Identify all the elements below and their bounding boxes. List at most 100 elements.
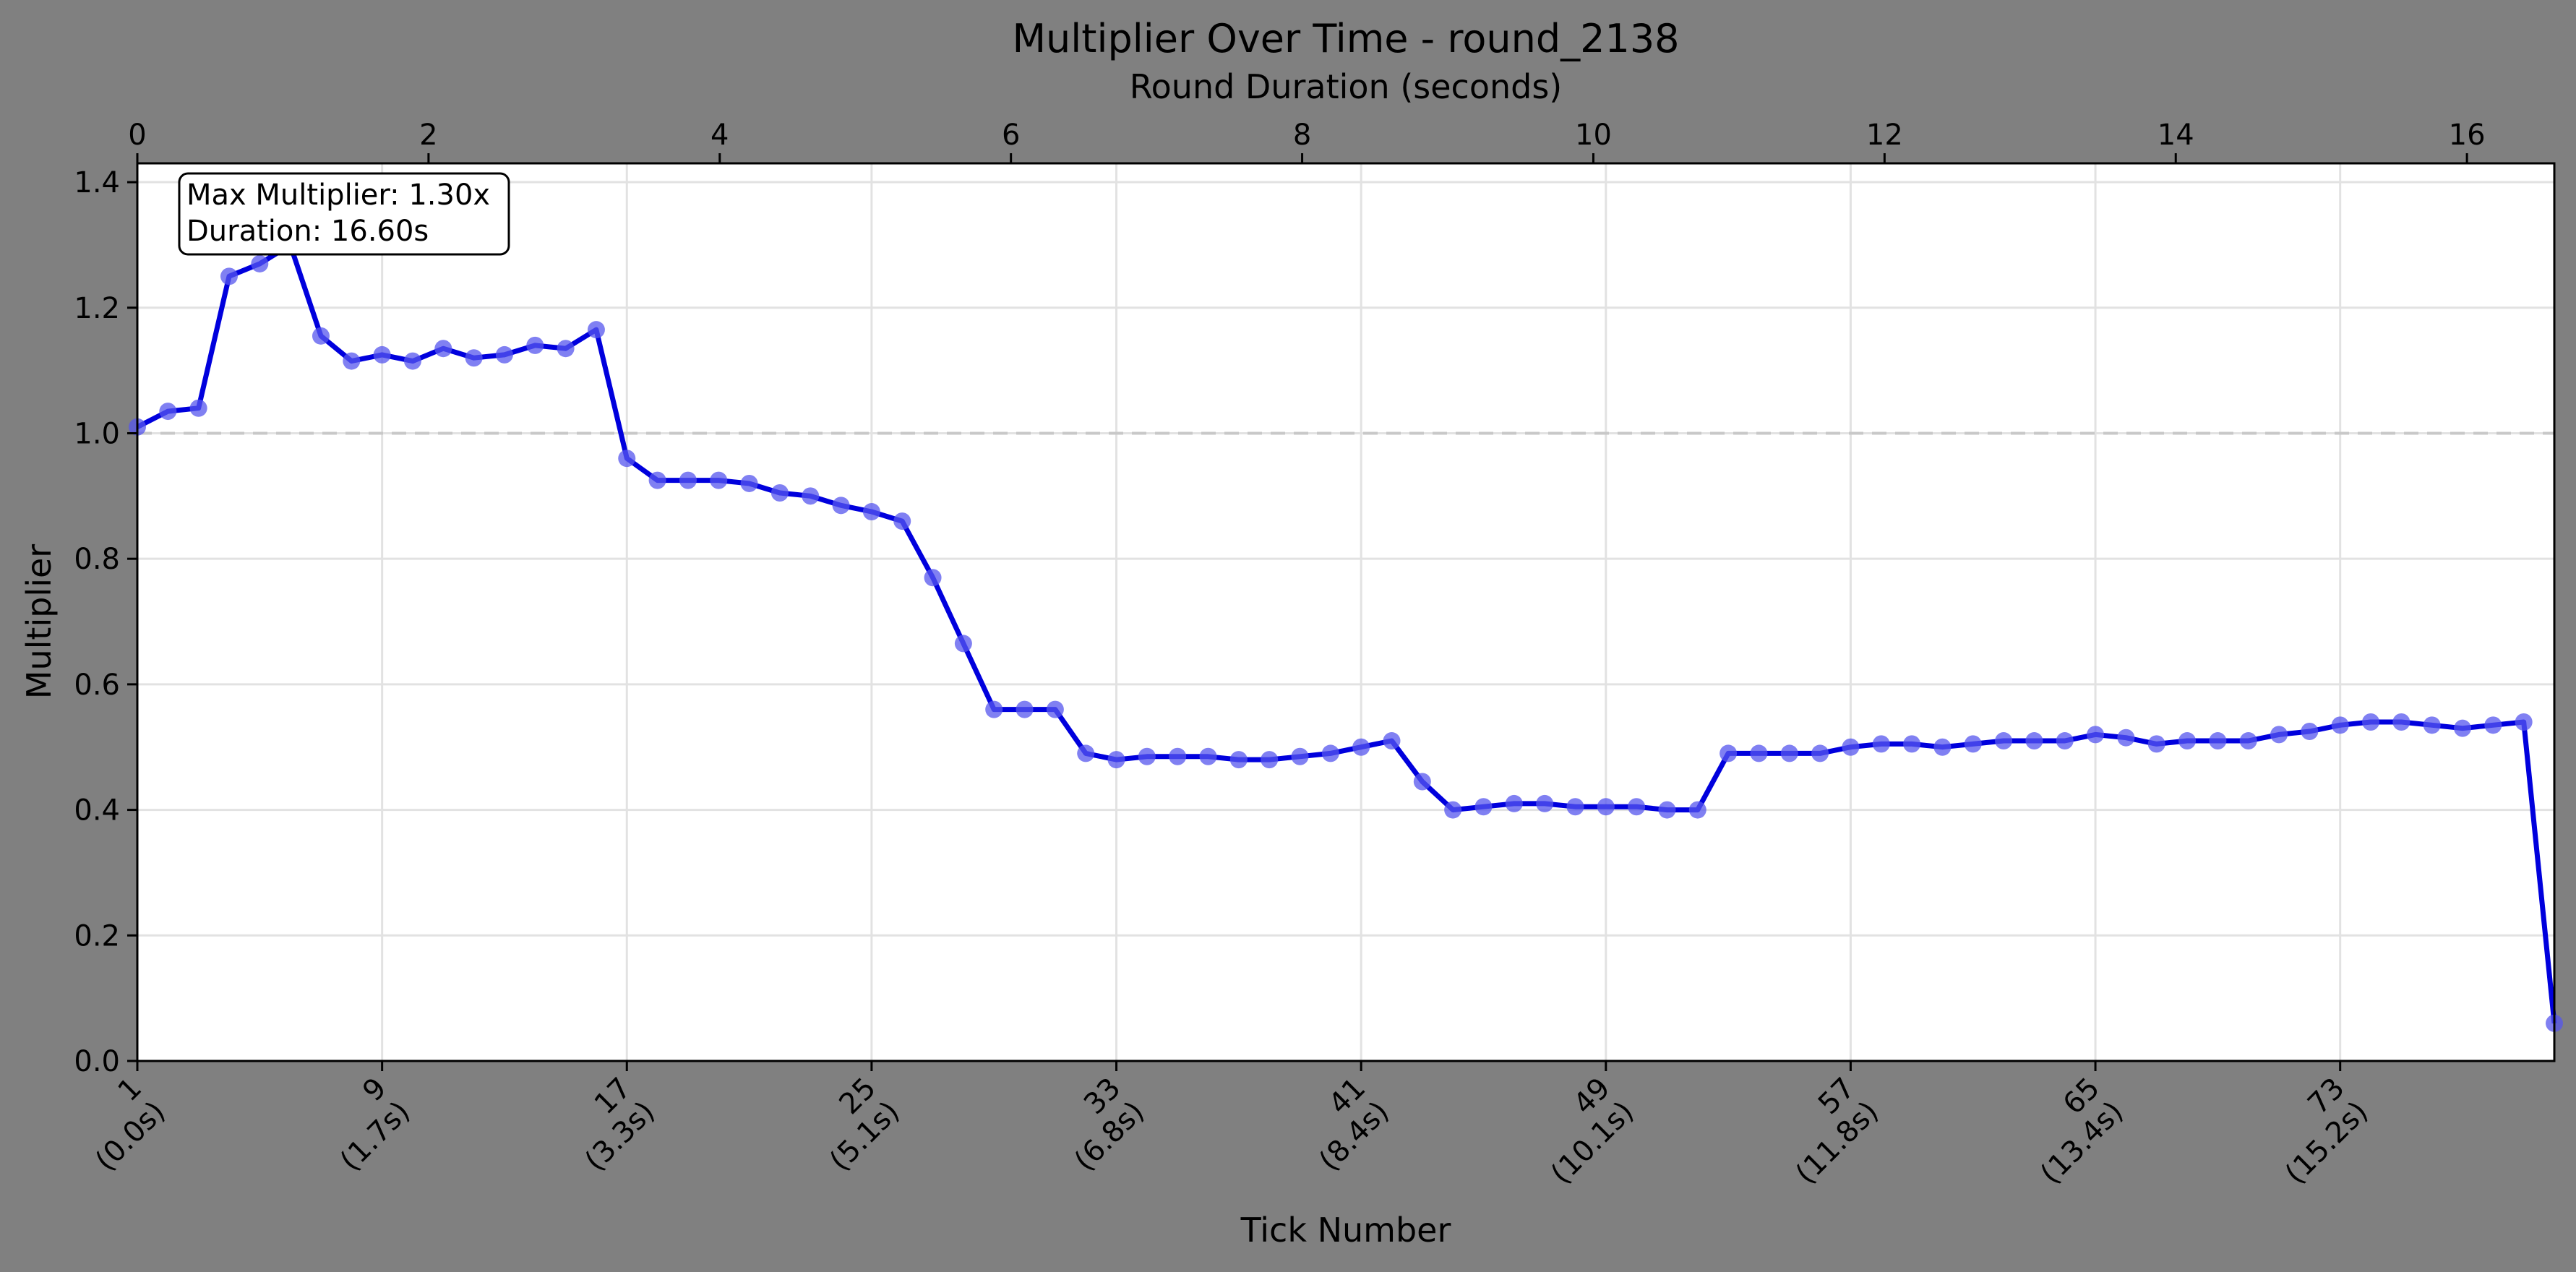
data-point [1658,801,1676,819]
data-point [1872,735,1890,753]
data-point [343,352,361,370]
data-point [1811,744,1829,762]
data-point [1413,773,1431,791]
data-point [2362,713,2380,731]
data-point [1352,738,1370,756]
data-point [1046,700,1064,718]
y-axis-label: Multiplier [20,544,59,700]
data-point [526,336,544,354]
data-point [1169,747,1187,765]
top-x-tick-label: 4 [710,119,729,152]
data-point [2454,719,2472,737]
data-point [159,403,177,421]
data-point [802,487,820,505]
chart-title: Multiplier Over Time - round_2138 [1012,16,1679,61]
data-point [1291,747,1309,765]
top-x-tick-label: 14 [2158,119,2194,152]
data-point [2209,732,2227,750]
y-tick-label: 0.8 [74,543,120,576]
data-point [465,349,483,367]
data-point [770,484,789,502]
data-point [1138,747,1156,765]
data-point [1107,751,1125,769]
data-point [2117,729,2135,747]
data-point [1077,744,1095,762]
data-point [251,254,269,272]
data-point [557,340,575,358]
data-point [710,471,728,489]
data-point [1444,801,1462,819]
data-point [1474,798,1493,816]
data-point [434,340,452,358]
data-point [220,267,238,285]
top-x-tick-label: 12 [1866,119,1903,152]
plot-frame [136,162,2556,1062]
data-point [2056,732,2074,750]
top-x-tick-label: 0 [128,119,146,152]
data-point [832,497,850,515]
data-point [1720,744,1738,762]
data-point [954,635,972,653]
y-tick-label: 0.0 [74,1045,120,1078]
data-point [1933,738,1952,756]
y-tick-label: 0.4 [74,794,120,828]
plot-area [137,163,2554,1061]
top-x-tick-label: 6 [1002,119,1020,152]
data-point [618,450,636,468]
data-point [373,345,391,364]
y-tick-label: 0.6 [74,669,120,702]
y-tick-label: 1.4 [74,166,120,199]
data-point [312,327,330,345]
annotation-box: Max Multiplier: 1.30x Duration: 16.60s [178,172,510,256]
data-point [2239,732,2257,750]
y-tick-label: 1.0 [74,417,120,450]
x-axis-label: Tick Number [1240,1211,1451,1250]
data-point [1229,751,1248,769]
data-point [1383,732,1401,750]
data-point [1688,801,1706,819]
data-point [893,512,911,530]
data-point [587,321,605,339]
data-point [679,471,697,489]
data-point [1321,744,1339,762]
data-point [862,503,880,521]
data-point [2147,735,2165,753]
data-point [1199,747,1217,765]
data-point [2301,723,2319,741]
data-point [2515,713,2533,731]
data-point [189,399,207,417]
data-point [2270,726,2288,744]
data-point [1903,735,1921,753]
annotation-max-multiplier: Max Multiplier: 1.30x [186,179,490,212]
data-point [1597,798,1615,816]
top-x-tick-label: 16 [2449,119,2486,152]
data-point [1750,744,1768,762]
data-point [1780,744,1798,762]
top-x-tick-label: 2 [419,119,437,152]
top-x-axis-label: Round Duration (seconds) [1130,67,1563,106]
data-point [1016,700,1034,718]
data-point [2331,716,2349,734]
data-point [2025,732,2043,750]
data-point [1536,794,1554,812]
data-point [403,352,421,370]
data-point [1566,798,1584,816]
data-point [648,471,666,489]
data-point [985,700,1003,718]
data-point [2423,716,2441,734]
y-tick-label: 1.2 [74,292,120,325]
data-point [1842,738,1860,756]
data-point [2178,732,2197,750]
data-point [740,474,758,492]
data-points [129,236,2563,1032]
top-x-tick-label: 8 [1293,119,1311,152]
data-point [2087,726,2105,744]
y-tick-label: 0.2 [74,919,120,953]
annotation-duration: Duration: 16.60s [186,215,429,248]
data-point [1995,732,2013,750]
data-point [2484,716,2502,734]
data-point [1628,798,1646,816]
data-point [1261,751,1279,769]
data-point [2392,713,2410,731]
